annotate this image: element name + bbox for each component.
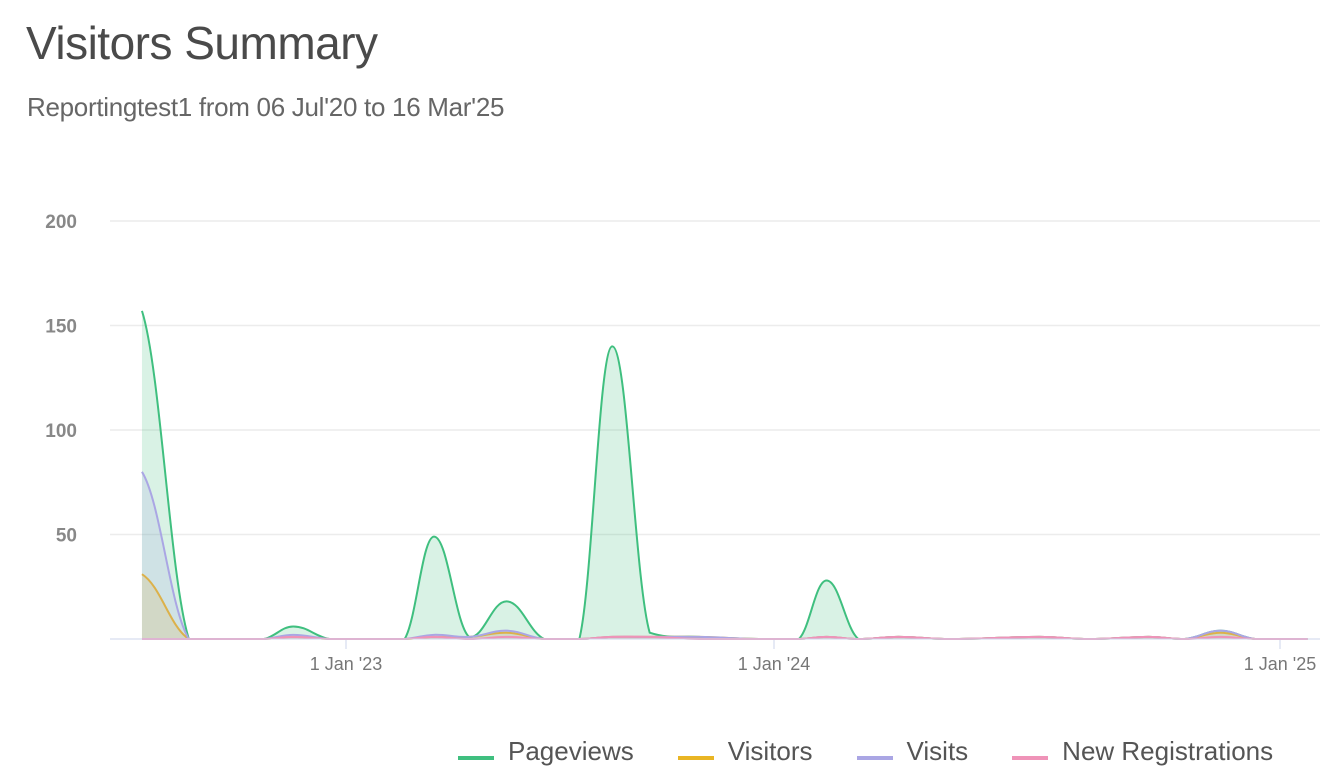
series-area-fill xyxy=(141,574,1308,639)
series-area-fill xyxy=(141,471,1308,639)
legend-item-new-registrations[interactable]: New Registrations xyxy=(1012,736,1273,767)
y-tick-label: 150 xyxy=(45,317,77,338)
legend-label: Visitors xyxy=(727,736,813,766)
series-line xyxy=(141,573,1308,641)
legend: Pageviews Visitors Visits New Registrati… xyxy=(458,736,1273,767)
series-areas xyxy=(141,310,1308,641)
visitors-swatch-icon xyxy=(677,755,714,760)
x-axis-labels: 1 Jan '23 1 Jan '24 1 Jan '25 xyxy=(310,639,1317,674)
new-registrations-swatch-icon xyxy=(1012,755,1049,760)
pageviews-swatch-icon xyxy=(458,755,494,760)
legend-label: New Registrations xyxy=(1062,736,1274,766)
legend-item-pageviews[interactable]: Pageviews xyxy=(458,736,634,767)
y-tick-label: 50 xyxy=(56,526,77,547)
series-area-fill xyxy=(141,310,1308,639)
series-pageviews xyxy=(141,310,1308,641)
legend-label: Visits xyxy=(906,736,969,766)
series-line xyxy=(141,471,1308,641)
x-tick-label: 1 Jan '25 xyxy=(1244,654,1317,674)
x-tick-label: 1 Jan '23 xyxy=(310,654,383,674)
legend-label: Pageviews xyxy=(508,736,634,766)
page-title: Visitors Summary xyxy=(26,17,378,69)
legend-item-visits[interactable]: Visits xyxy=(856,736,969,767)
legend-item-visitors[interactable]: Visitors xyxy=(677,736,813,767)
y-tick-label: 200 xyxy=(45,212,77,233)
grid-lines xyxy=(110,220,1320,536)
series-visits xyxy=(141,471,1308,641)
series-visitors xyxy=(141,573,1308,641)
page-subtitle: Reportingtest1 from 06 Jul'20 to 16 Mar'… xyxy=(27,92,505,122)
y-axis-labels: 50 100 150 200 xyxy=(45,212,77,547)
y-tick-label: 100 xyxy=(45,421,77,442)
x-tick-label: 1 Jan '24 xyxy=(738,654,811,674)
series-line xyxy=(141,310,1308,641)
visits-swatch-icon xyxy=(856,755,893,760)
